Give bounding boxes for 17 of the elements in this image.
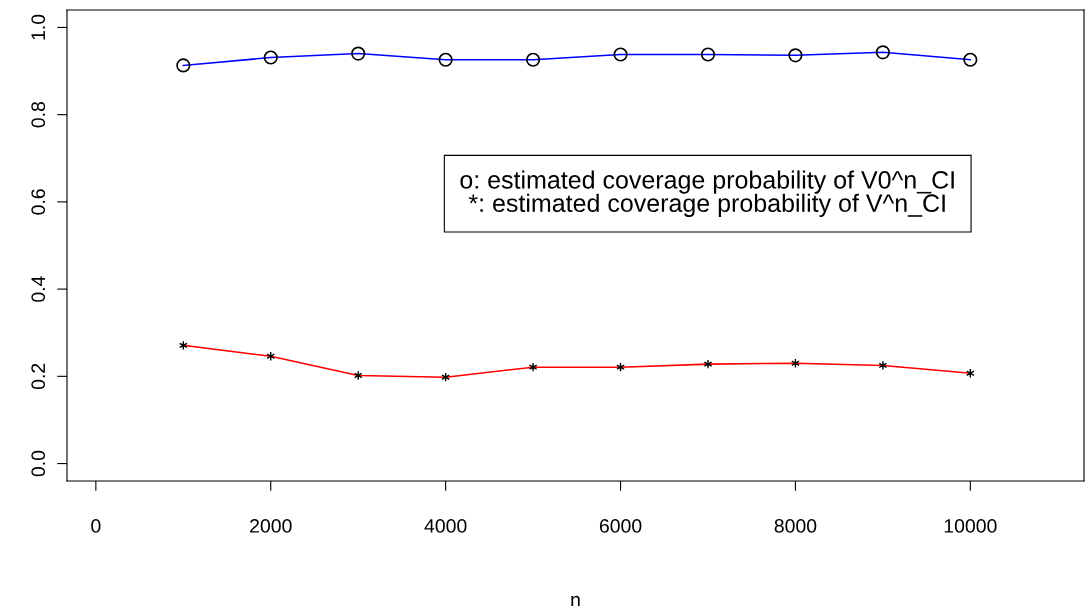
point [878, 360, 888, 371]
y-tick-label: 0.8 [31, 102, 46, 128]
point [703, 359, 713, 369]
x-tick-label: 4000 [424, 519, 467, 533]
point [528, 362, 538, 373]
y-tick-label: 0.2 [31, 363, 46, 390]
y-tick-label: 0.0 [31, 450, 46, 477]
x-tick-label: 2000 [250, 519, 292, 533]
x-tick-label: 6000 [599, 519, 642, 533]
x-tick-label: 8000 [774, 519, 817, 533]
x-tick-label: 10000 [944, 519, 997, 533]
y-tick-label: 0.6 [31, 189, 46, 215]
annotation: o: estimated coverage probability of V0^n_CI *: estimated coverage probability of V^n_CI [460, 170, 954, 217]
x-tick-label: 0 [91, 519, 101, 533]
y-tick-label: 0.4 [31, 276, 46, 302]
x-axis-title: n [571, 595, 580, 606]
y-tick-label: 1.0 [31, 14, 46, 40]
